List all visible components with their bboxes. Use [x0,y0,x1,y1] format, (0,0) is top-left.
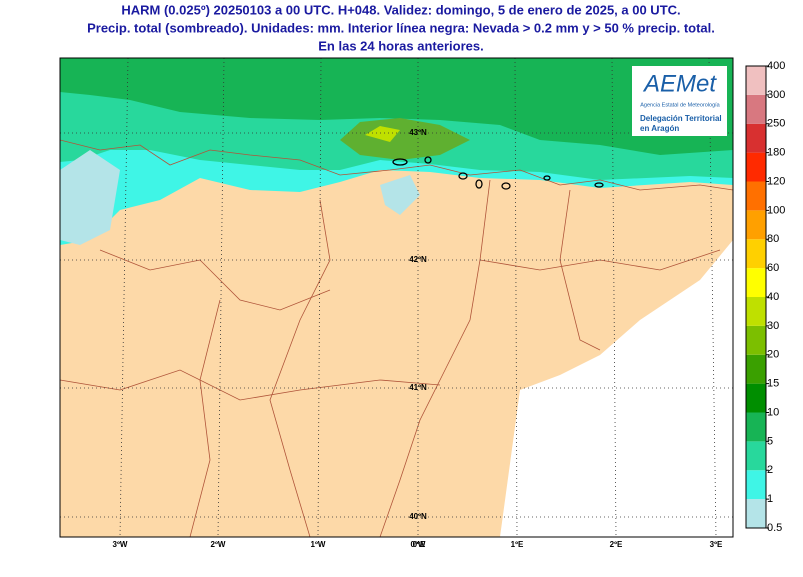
colorbar-segment [746,499,766,528]
colorbar-segment [746,152,766,182]
logo-delegation: en Aragón [640,124,679,133]
colorbar-label: 15 [767,378,779,390]
colorbar-segment [746,123,766,153]
colorbar-label: 1 [767,493,773,505]
header-line: En las 24 horas anteriores. [318,38,483,53]
lon-label: 2ºE [610,540,623,549]
lat-label: 43ºN [409,128,427,137]
header-line: HARM (0.025º) 20250103 a 00 UTC. H+048. … [121,2,680,17]
lon-label: 0ºW [411,540,426,549]
colorbar-segment [746,66,766,95]
header-line: Precip. total (sombreado). Unidades: mm.… [87,20,715,35]
lat-label: 42ºN [409,255,427,264]
colorbar-label: 40 [767,291,779,303]
colorbar-label: 120 [767,175,785,187]
colorbar-label: 180 [767,147,785,159]
colorbar-segment [746,239,766,269]
colorbar-segment [746,297,766,326]
colorbar-segment [746,181,766,211]
colorbar-segment [746,325,766,355]
logo-delegation: Delegación Territorial [640,114,722,123]
lon-label: 3ºE [710,540,723,549]
colorbar-segment [746,383,766,413]
colorbar-label: 30 [767,320,779,332]
colorbar-segment [746,210,766,240]
logo-brand: AEMet [642,70,717,97]
lon-label: 3ºW [113,540,128,549]
colorbar-segment [746,441,766,471]
lon-label: 0ºE [413,540,426,549]
colorbar-label: 20 [767,349,779,361]
logo: AEMet Agencia Estatal de Meteorología De… [632,66,727,136]
colorbar-label: 2 [767,464,773,476]
colorbar-segment [746,94,766,124]
colorbar-segment [746,268,766,297]
colorbar: 0.5 1 2 5 10 15 20 30 40 60 80 100 120 180 250 300 400 [745,60,785,534]
colorbar-label: 300 [767,89,785,101]
colorbar-segment [746,412,766,442]
colorbar-label: 60 [767,262,779,274]
logo-agency: Agencia Estatal de Meteorología [640,102,720,108]
colorbar-segment [746,470,766,500]
colorbar-label: 0.5 [767,522,782,534]
lat-label: 40ºN [409,512,427,521]
colorbar-label: 250 [767,118,785,130]
colorbar-label: 400 [767,60,785,72]
lon-label: 1ºW [311,540,326,549]
lon-label: 1ºE [511,540,524,549]
lat-label: 41ºN [409,383,427,392]
colorbar-label: 5 [767,435,773,447]
colorbar-label: 80 [767,233,779,245]
map: 43ºN 42ºN 41ºN 40ºN 3ºW 2ºW 1ºW 0ºW 0ºE … [59,57,734,549]
colorbar-label: 100 [767,204,785,216]
colorbar-label: 10 [767,406,779,418]
colorbar-segment [746,354,766,384]
lon-label: 2ºW [211,540,226,549]
